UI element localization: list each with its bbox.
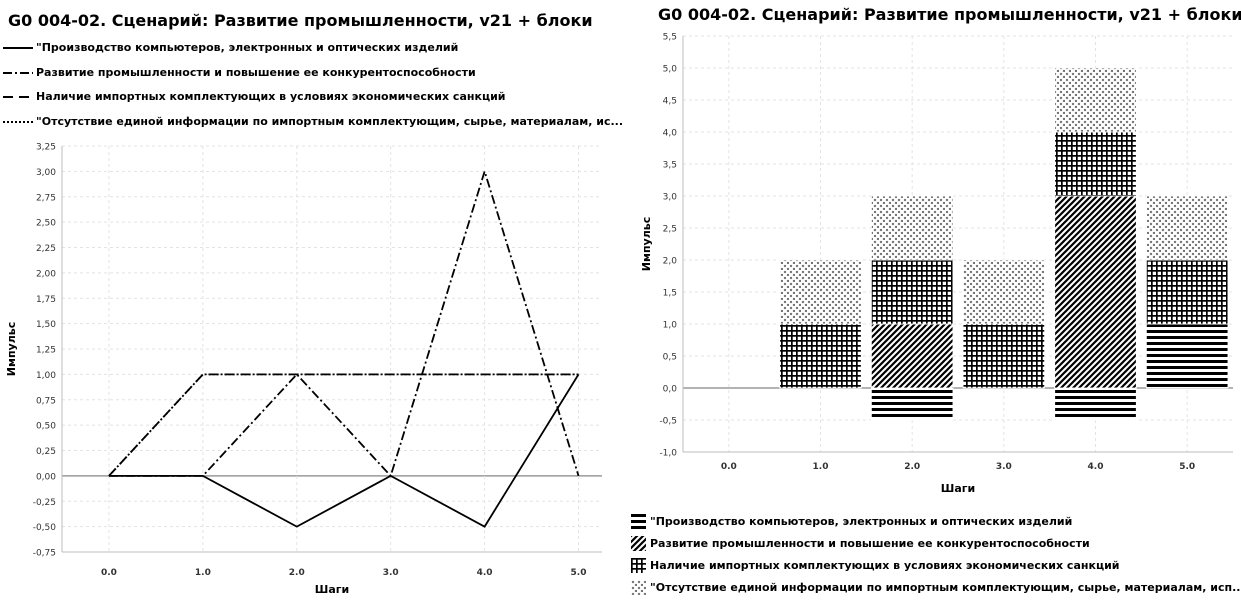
bar-segment-s4-x5 [1145,195,1229,261]
legend-label: "Производство компьютеров, электронных и… [36,41,459,54]
y-tick-label: 1,25 [36,346,56,356]
bar-chart-title: G0 004-02. Сценарий: Развитие промышленн… [658,5,1241,24]
bar-segment-s2-x4 [1054,195,1137,389]
bar-chart-legend: "Производство компьютеров, электронных и… [631,512,1241,600]
legend-item-2: Развитие промышленности и повышение ее к… [631,534,1241,556]
legend-item-2: Развитие промышленности и повышение ее к… [2,63,618,88]
x-tick-label: 1.0 [813,462,829,472]
y-tick-label: 0,50 [36,422,56,432]
series-line-2 [108,168,580,478]
y-tick-label: 1,00 [36,371,56,381]
bar-segment-s4-x4 [1054,67,1137,133]
y-tick-label: 0,5 [663,353,677,363]
y-tick-label: -0,25 [33,498,56,508]
y-axis-label: Импульс [640,217,653,272]
y-tick-label: -0,75 [33,549,56,559]
legend-line-symbol [3,47,33,49]
bar-segment-s3-x1 [779,323,862,389]
series-line-1 [108,373,580,528]
y-tick-label: 0,00 [36,472,56,482]
bar-segment-s1-x2 [870,387,954,421]
y-tick-label: 1,75 [36,295,56,305]
legend-line-symbol [3,96,33,98]
bar-segment-s3-x4 [1054,131,1137,197]
legend-item-3: Наличие импортных комплектующих в услови… [2,87,618,112]
y-tick-label: 5,0 [663,65,678,75]
x-tick-label: 4.0 [1088,462,1104,472]
y-tick-label: 2,50 [36,219,56,229]
x-axis-label: Шаги [941,482,975,495]
x-tick-label: 1.0 [195,568,211,578]
legend-item-4: "Отсутствие единой информации по импортн… [631,578,1241,600]
y-tick-label: 3,0 [663,193,678,203]
x-tick-label: 4.0 [477,568,493,578]
x-tick-label: 3.0 [996,462,1012,472]
bar-segment-s4-x2 [870,195,954,261]
line-chart-title: G0 004-02. Сценарий: Развитие промышленн… [8,11,593,30]
y-tick-label: 1,0 [663,321,678,331]
y-tick-label: 3,00 [36,168,56,178]
bar-segment-s1-x5 [1145,323,1229,389]
legend-item-3: Наличие импортных комплектующих в услови… [631,556,1241,578]
legend-line-symbol [3,71,33,74]
y-axis-label: Импульс [5,322,18,377]
bar-segment-s3-x5 [1145,259,1229,325]
bar-chart-svg: -1,0 -0,5 0,0 0,5 1,0 1,5 2,0 2,5 3,0 3,5 4,0 4,5 5,… [640,33,1233,495]
line-chart-svg: -0,75 -0,50 -0,25 0,00 0,25 0,50 0,75 1,00 1,25 1… [5,143,602,596]
x-tick-label: 5.0 [571,568,587,578]
y-tick-label: 2,00 [36,269,56,279]
y-tick-label: 4,5 [663,97,677,107]
bar-segment-s4-x3 [962,259,1046,325]
bar-segment-s4-x1 [779,259,862,325]
y-tick-label: -0,5 [659,417,677,427]
legend-label: "Отсутствие единой информации по импортн… [36,114,624,128]
y-tick-label: 2,25 [36,244,56,254]
legend-label: Развитие промышленности и повышение ее к… [650,537,1090,550]
x-tick-label: 3.0 [383,568,399,578]
y-tick-label: 1,5 [663,289,677,299]
y-tick-label: 0,75 [36,396,56,406]
y-tick-label: 0,25 [36,447,56,457]
y-tick-label: -1,0 [659,449,677,459]
x-tick-label: 2.0 [289,568,305,578]
legend-pattern-swatch [631,536,646,551]
y-tick-label: 0,0 [663,385,678,395]
bar-segment-s2-x2 [870,323,954,389]
y-tick-label: 2,0 [663,257,678,267]
y-tick-label: 5,5 [663,33,677,43]
y-tick-label: 2,5 [663,225,677,235]
line-chart-legend: "Производство компьютеров, электронных и… [2,38,623,137]
legend-line-symbol [3,120,33,123]
bar-segment-s3-x2 [870,259,954,325]
y-tick-label: 3,5 [663,161,677,171]
legend-item-4: "Отсутствие единой информации по импортн… [2,112,623,137]
legend-label: "Производство компьютеров, электронных и… [650,515,1073,528]
legend-pattern-swatch [631,558,646,573]
y-tick-label: 1,50 [36,320,56,330]
legend-label: Наличие импортных комплектующих в услови… [650,559,1120,572]
x-tick-label: 0.0 [721,462,737,472]
x-tick-label: 5.0 [1179,462,1195,472]
bar-segment-s1-x4 [1054,387,1137,421]
legend-label: Наличие импортных комплектующих в услови… [36,90,506,103]
y-tick-label: 2,75 [36,193,56,203]
y-tick-label: -0,50 [33,523,57,533]
legend-pattern-swatch [631,514,646,529]
x-tick-label: 2.0 [904,462,920,472]
bar-chart-panel: G0 004-02. Сценарий: Развитие промышленн… [621,0,1241,601]
bar-segment-s3-x3 [962,323,1046,389]
y-tick-label: 3,25 [36,143,56,153]
legend-item-1: "Производство компьютеров, электронных и… [2,38,618,63]
x-axis-label: Шаги [315,583,349,596]
line-chart-panel: G0 004-02. Сценарий: Развитие промышленн… [0,0,623,601]
legend-label: Развитие промышленности и повышение ее к… [36,65,476,79]
series-line-3 [108,373,579,477]
legend-item-1: "Производство компьютеров, электронных и… [631,512,1241,534]
legend-pattern-swatch [631,580,646,595]
x-tick-label: 0.0 [101,568,117,578]
legend-label: "Отсутствие единой информации по импортн… [650,581,1241,594]
y-tick-label: 4,0 [663,129,678,139]
